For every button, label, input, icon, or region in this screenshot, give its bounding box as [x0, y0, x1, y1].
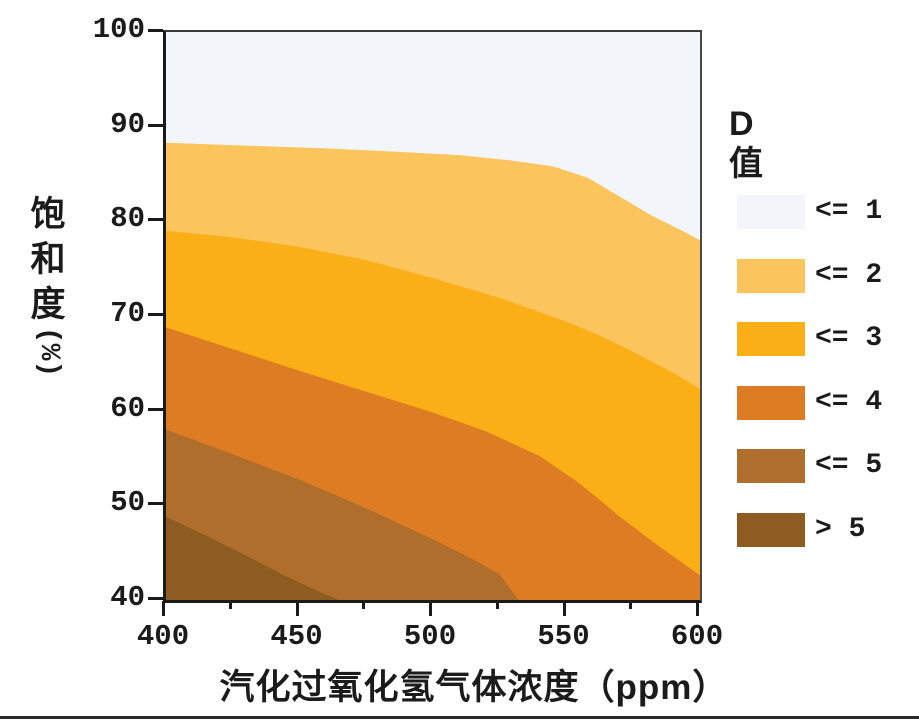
x-axis-minor-tick	[362, 601, 366, 609]
y-axis-tick-label: 100	[92, 13, 145, 46]
x-axis-minor-tick	[495, 601, 499, 609]
y-axis-tick	[148, 218, 163, 222]
x-axis-tick	[162, 601, 165, 616]
x-axis-tick-label: 600	[670, 620, 724, 653]
x-axis-tick-label: 500	[403, 620, 457, 653]
legend-label: <= 5	[815, 450, 883, 482]
x-axis-minor-tick	[629, 601, 633, 609]
legend-swatch	[737, 449, 805, 484]
x-axis-tick-label: 450	[270, 620, 323, 653]
y-axis-tick	[148, 502, 163, 506]
legend-swatch	[737, 513, 805, 547]
legend-swatch	[737, 195, 805, 229]
y-axis-tick-label: 90	[110, 107, 145, 141]
y-axis-tick-label: 60	[110, 391, 145, 425]
x-axis-tick	[429, 601, 432, 616]
y-axis-tick	[148, 29, 163, 32]
x-axis-tick	[696, 601, 699, 616]
y-axis-title-char: 饱	[30, 195, 66, 234]
legend-swatch	[737, 322, 805, 357]
y-axis-title-char: 度	[30, 285, 66, 324]
legend-label: <= 1	[815, 196, 883, 227]
x-axis-minor-tick	[228, 601, 232, 609]
y-axis-tick-label: 40	[110, 581, 145, 614]
legend-title: D值	[729, 105, 763, 183]
legend-label: <= 3	[815, 323, 883, 355]
y-axis-tick	[148, 123, 163, 127]
x-axis-tick-label: 550	[537, 620, 590, 653]
y-axis-title-char: 和	[30, 240, 66, 279]
x-axis-tick	[562, 601, 566, 616]
y-axis-tick-label: 70	[110, 297, 145, 330]
y-axis-title: 饱和度 (%)	[26, 192, 70, 377]
y-axis-title-unit: (%)	[33, 326, 65, 378]
bottom-separator-line	[0, 716, 919, 719]
legend-swatch	[737, 258, 805, 293]
legend-label: <= 4	[815, 386, 883, 418]
legend-label: > 5	[815, 514, 866, 545]
x-axis-title: 汽化过氧化氢气体浓度（ppm）	[219, 668, 729, 707]
y-axis-tick	[148, 597, 163, 600]
legend-swatch	[737, 385, 805, 420]
contour-band-le-le-5	[166, 516, 700, 600]
y-axis-tick-label: 80	[110, 202, 145, 236]
x-axis-tick-label: 400	[136, 620, 190, 653]
x-axis-tick	[295, 601, 299, 616]
legend-label: <= 2	[815, 259, 883, 291]
y-axis-tick-label: 50	[110, 486, 145, 520]
y-axis-tick	[148, 313, 163, 316]
plot-area	[163, 30, 702, 603]
contour-plot-canvas	[166, 32, 700, 600]
y-axis-tick	[148, 407, 163, 411]
contour-band-le-le-le-5	[166, 429, 700, 600]
